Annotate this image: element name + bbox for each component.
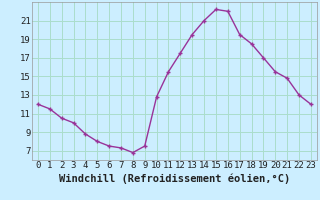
X-axis label: Windchill (Refroidissement éolien,°C): Windchill (Refroidissement éolien,°C): [59, 173, 290, 184]
